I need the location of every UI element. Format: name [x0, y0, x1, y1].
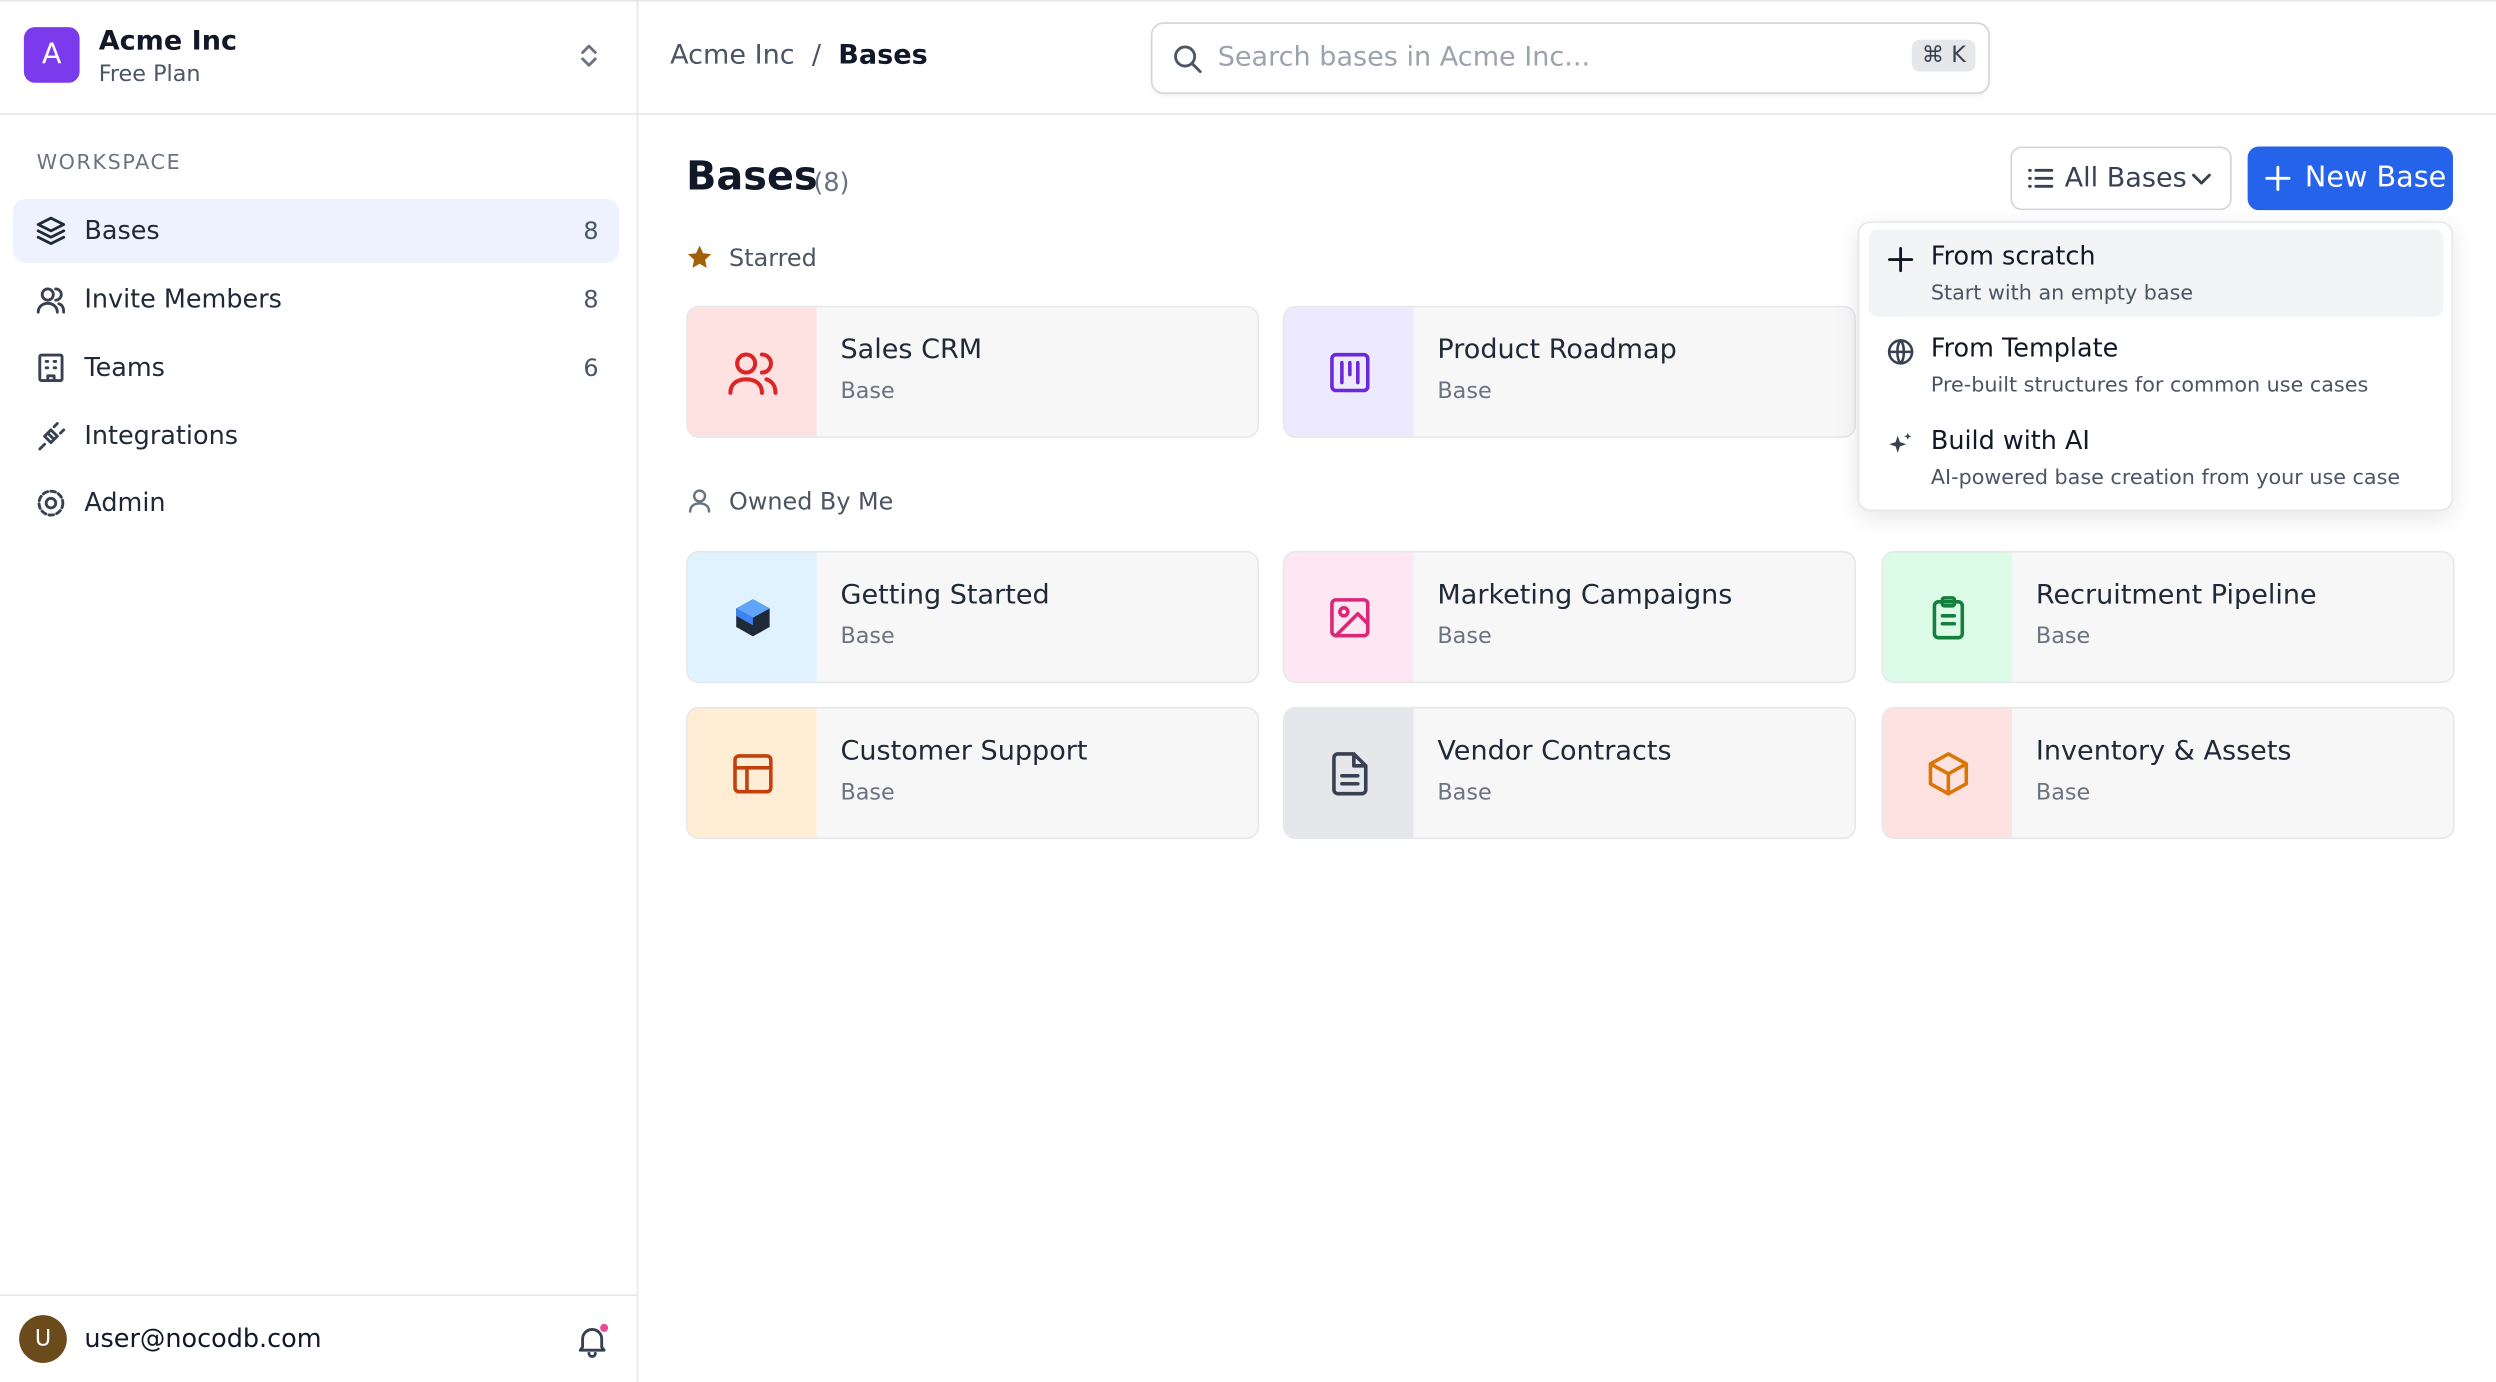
base-card[interactable]: Product Roadmap Base: [1282, 305, 1857, 438]
search-box[interactable]: Search bases in Acme Inc... ⌘ K: [1150, 22, 1990, 94]
base-card[interactable]: Customer Support Base: [686, 706, 1260, 840]
filter-dropdown[interactable]: All Bases: [2010, 146, 2232, 211]
card-title: Sales CRM: [840, 334, 983, 367]
card-subtitle: Base: [1437, 624, 1492, 650]
section-heading: Owned By Me: [729, 487, 894, 516]
nav-item[interactable]: Admin: [13, 471, 619, 535]
search-icon: [1174, 45, 1202, 74]
globe-icon: [1887, 339, 1914, 365]
base-card[interactable]: Inventory & Assets Base: [1881, 706, 2455, 840]
card-subtitle: Base: [2035, 624, 2091, 650]
plus-icon: [2265, 165, 2291, 191]
nav-count: 8: [583, 285, 599, 314]
base-card[interactable]: Recruitment Pipeline Base: [1881, 550, 2455, 684]
card-title: Customer Support: [840, 735, 1088, 768]
building-icon: [38, 353, 64, 382]
card-title: Getting Started: [840, 579, 1050, 612]
dropdown-menu: From scratch Start with an empty base Fro…: [1857, 221, 2453, 512]
layout-icon: [732, 753, 772, 793]
base-card[interactable]: Sales CRM Base: [686, 305, 1260, 438]
menu-desc: Pre-built structures for common use case…: [1930, 374, 2369, 399]
button-label: New Base: [2304, 160, 2447, 195]
plug-icon: [38, 422, 66, 451]
shortcut-hint: ⌘ K: [1912, 39, 1976, 72]
menu-title: From scratch: [1930, 240, 2096, 271]
menu-item[interactable]: From scratch Start with an empty base: [1868, 229, 2444, 317]
card-subtitle: Base: [840, 378, 895, 405]
search-placeholder: Search bases in Acme Inc...: [1217, 41, 1591, 74]
package-icon: [1927, 751, 1968, 795]
breadcrumb: Acme Inc / Bases: [670, 39, 928, 72]
kanban-icon: [1329, 352, 1369, 392]
section-label: WORKSPACE: [36, 151, 182, 176]
nav-label: Teams: [84, 351, 165, 383]
section-heading: Starred: [729, 243, 817, 273]
card-subtitle: Base: [1437, 780, 1492, 806]
nav-item[interactable]: Integrations: [13, 404, 619, 468]
menu-item[interactable]: From Template Pre-built structures for co…: [1869, 322, 2444, 410]
nav-label: Admin: [84, 487, 166, 518]
page-title: Bases: [686, 152, 818, 200]
top-border: [0, 0, 2496, 2]
chevrons-icon: [581, 44, 597, 67]
nav-item[interactable]: Bases 8: [12, 199, 620, 263]
nav-item[interactable]: Invite Members 8: [13, 267, 619, 331]
nav-label: Integrations: [84, 420, 238, 451]
menu-title: Build with AI: [1930, 425, 2090, 456]
breadcrumb-current: Bases: [838, 39, 928, 72]
cube-icon: [735, 598, 769, 636]
image-icon: [1329, 597, 1369, 637]
base-card[interactable]: Vendor Contracts Base: [1282, 706, 1857, 840]
workspace-name: Acme Inc: [98, 25, 238, 58]
workspace-avatar: A: [23, 27, 80, 83]
user-avatar: U: [19, 1315, 67, 1363]
nav-item[interactable]: Teams 6: [13, 336, 619, 400]
card-title: Product Roadmap: [1437, 334, 1677, 367]
header: Acme Inc / Bases Search bases in Acme In…: [638, 0, 2496, 115]
users-icon: [36, 287, 66, 314]
card-title: Vendor Contracts: [1437, 735, 1672, 768]
star-icon: [687, 245, 712, 268]
menu-item[interactable]: Build with AI AI-powered base creation fr…: [1869, 414, 2444, 502]
workspace-plan: Free Plan: [98, 62, 201, 88]
card-title: Marketing Campaigns: [1437, 579, 1733, 612]
breadcrumb-link[interactable]: Acme Inc: [670, 39, 795, 72]
nav-count: 8: [583, 216, 599, 246]
base-card[interactable]: Marketing Campaigns Base: [1282, 550, 1857, 684]
divider: [0, 1294, 637, 1297]
nav-count: 6: [583, 353, 599, 383]
list-icon: [2028, 168, 2054, 188]
card-subtitle: Base: [840, 780, 895, 806]
base-card[interactable]: Getting Started Base: [686, 550, 1260, 684]
card-subtitle: Base: [2035, 780, 2091, 806]
filter-label: All Bases: [2064, 162, 2187, 195]
card-subtitle: Base: [1437, 378, 1492, 405]
user-email[interactable]: user@nocodb.com: [84, 1323, 322, 1354]
menu-desc: Start with an empty base: [1930, 281, 2194, 306]
user-icon: [688, 489, 711, 513]
clipboard-icon: [1931, 595, 1964, 639]
file-icon: [1331, 751, 1367, 795]
sparkle-icon: [1889, 432, 1912, 453]
new-base-button[interactable]: New Base: [2247, 146, 2453, 211]
bell-icon[interactable]: [575, 1323, 610, 1358]
chevron-icon: [2192, 173, 2211, 185]
sidebar: A Acme Inc Free Plan WORKSPACE Bases 8 In…: [0, 0, 639, 1382]
menu-desc: AI-powered base creation from your use c…: [1930, 466, 2401, 491]
gear-icon: [37, 489, 65, 517]
nav-label: Bases: [84, 214, 160, 246]
card-subtitle: Base: [840, 624, 895, 650]
base-count: (8): [813, 167, 850, 198]
layers-icon: [36, 216, 66, 246]
card-title: Inventory & Assets: [2035, 735, 2292, 768]
users-icon: [727, 351, 777, 395]
menu-title: From Template: [1930, 332, 2119, 364]
card-title: Recruitment Pipeline: [2035, 579, 2317, 612]
nav-label: Invite Members: [84, 283, 282, 314]
plus-icon: [1888, 246, 1914, 273]
workspace-switcher[interactable]: A Acme Inc Free Plan: [0, 0, 637, 115]
